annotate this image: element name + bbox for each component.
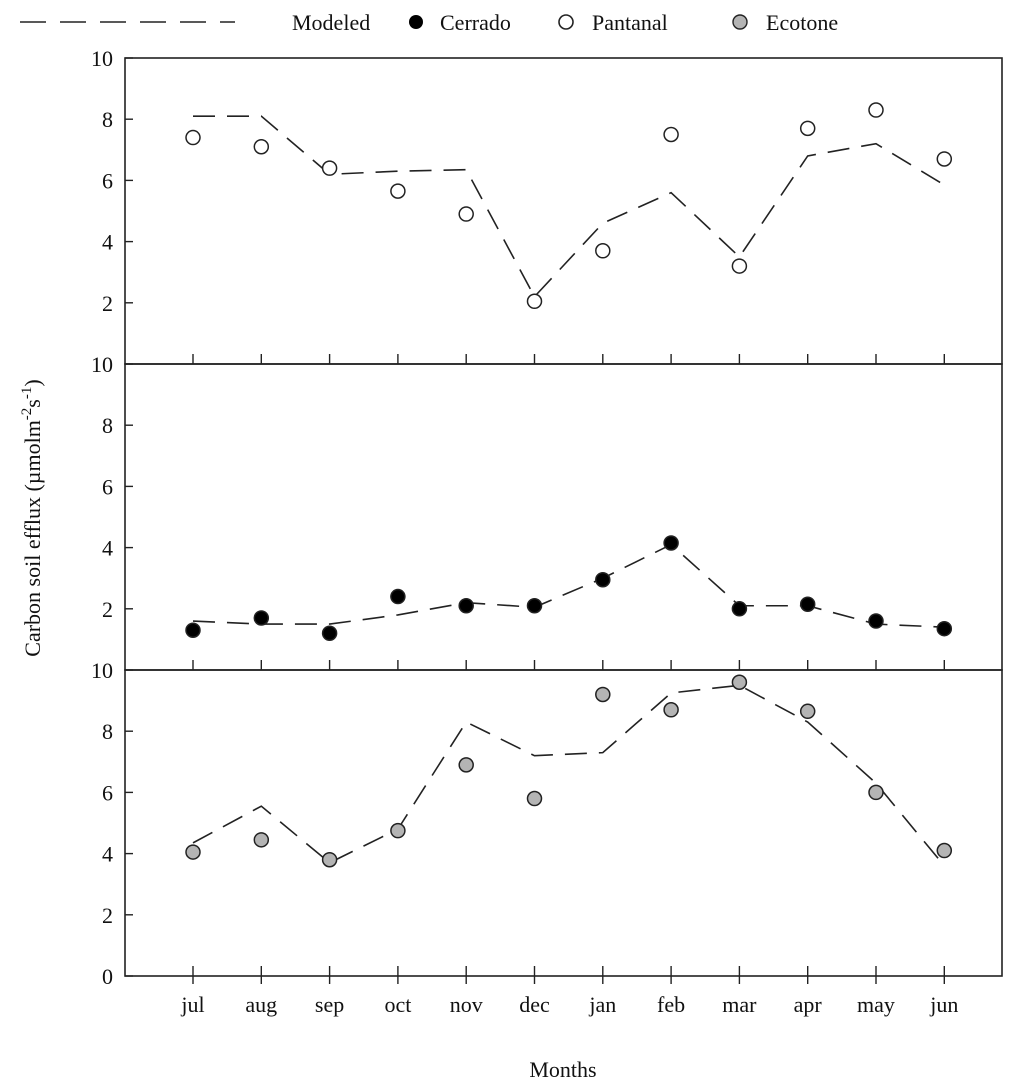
- x-tick-label: nov: [450, 992, 483, 1017]
- panel-frame: [124, 57, 1003, 365]
- x-axis-title: Months: [529, 1057, 596, 1082]
- x-tick-label: jul: [180, 992, 204, 1017]
- y-tick-label: 4: [102, 230, 113, 255]
- observed-point-pantanal-jun: [936, 151, 953, 167]
- y-tick-label: 6: [102, 168, 113, 193]
- legend-pantanal-label: Pantanal: [592, 10, 668, 35]
- observed-point-cerrado-oct: [390, 588, 406, 605]
- x-tick-label: apr: [794, 992, 823, 1017]
- y-tick-label: 0: [102, 964, 113, 989]
- y-tick-label: 6: [102, 780, 113, 805]
- y-tick-label: 4: [102, 536, 113, 561]
- legend-cerrado-label: Cerrado: [440, 10, 511, 35]
- observed-point-ecotone-sep: [321, 851, 338, 868]
- y-axis-title-mid: s: [20, 399, 45, 408]
- observed-point-cerrado-mar: [731, 601, 748, 617]
- observed-point-pantanal-mar: [731, 258, 748, 274]
- observed-point-pantanal-apr: [799, 120, 816, 137]
- observed-point-ecotone-nov: [458, 757, 474, 773]
- observed-point-cerrado-may: [868, 613, 884, 629]
- x-tick-label: jun: [929, 992, 958, 1017]
- modeled-line-ecotone: [192, 684, 945, 867]
- x-tick-label: oct: [384, 992, 411, 1017]
- observed-point-pantanal-jul: [185, 129, 201, 146]
- y-tick-label: 10: [91, 352, 113, 377]
- observed-point-cerrado-dec: [526, 597, 543, 614]
- observed-point-ecotone-dec: [526, 790, 543, 807]
- y-axis-title-sup1: -2: [19, 408, 35, 421]
- panel-ecotone: 0 2 4 6 8 10 jul aug sep oct nov dec jan feb mar apr may…: [91, 658, 1003, 1017]
- legend: Modeled Cerrado Pantanal Ecotone: [20, 10, 838, 35]
- observed-point-ecotone-apr: [799, 703, 816, 720]
- y-axis-title-sup2: -1: [19, 387, 35, 400]
- x-tick-label: feb: [657, 992, 685, 1017]
- observed-point-ecotone-aug: [253, 832, 270, 848]
- observed-point-pantanal-may: [868, 102, 884, 118]
- y-tick-label: 4: [102, 842, 113, 867]
- observed-point-pantanal-jan: [595, 243, 611, 259]
- observed-point-ecotone-feb: [663, 702, 679, 718]
- panel-cerrado: 2 4 6 8 10: [91, 352, 1003, 671]
- observed-point-cerrado-aug: [253, 610, 270, 626]
- modeled-line-cerrado: [192, 543, 945, 628]
- observed-point-pantanal-feb: [663, 126, 679, 143]
- observed-point-ecotone-mar: [731, 674, 748, 690]
- y-axis-title-end: ): [20, 379, 45, 386]
- x-tick-label: mar: [722, 992, 757, 1017]
- observed-point-cerrado-nov: [458, 597, 474, 614]
- observed-point-pantanal-dec: [526, 293, 543, 310]
- legend-modeled-label: Modeled: [292, 10, 370, 35]
- modeled-line-pantanal: [193, 115, 945, 299]
- y-tick-label: 10: [91, 46, 113, 71]
- observed-point-cerrado-jul: [185, 622, 201, 638]
- panel-pantanal: 2 4 6 8 10: [91, 46, 1003, 365]
- y-tick-label: 2: [102, 597, 113, 622]
- x-tick-label: aug: [245, 992, 277, 1017]
- observed-point-pantanal-sep: [321, 160, 338, 176]
- x-tick-label: sep: [315, 992, 344, 1017]
- y-tick-label: 2: [102, 903, 113, 928]
- x-tick-label: dec: [519, 992, 550, 1017]
- observed-point-pantanal-nov: [458, 206, 474, 222]
- observed-point-cerrado-sep: [321, 625, 338, 642]
- y-tick-label: 6: [102, 474, 113, 499]
- y-tick-label: 8: [102, 107, 113, 132]
- observed-point-cerrado-jan: [595, 571, 611, 588]
- legend-cerrado-marker: [409, 15, 423, 29]
- y-tick-label: 8: [102, 719, 113, 744]
- observed-point-pantanal-oct: [390, 183, 406, 199]
- x-tick-label: jan: [588, 992, 616, 1017]
- x-tick-label: may: [857, 992, 895, 1017]
- y-tick-label: 10: [91, 658, 113, 683]
- observed-point-cerrado-apr: [799, 596, 816, 612]
- legend-ecotone-marker: [732, 14, 748, 30]
- y-axis-title: Carbon soil efflux (µmolm-2s-1): [19, 379, 45, 656]
- observed-point-ecotone-jul: [185, 844, 201, 860]
- observed-point-ecotone-may: [868, 784, 884, 801]
- y-axis-title-main: Carbon soil efflux (µmolm: [20, 420, 45, 657]
- observed-point-ecotone-oct: [390, 822, 406, 839]
- observed-point-pantanal-aug: [253, 138, 270, 155]
- legend-pantanal-marker: [558, 14, 574, 30]
- y-tick-label: 8: [102, 413, 113, 438]
- observed-point-ecotone-jan: [595, 686, 611, 703]
- panel-frame: [124, 669, 1003, 977]
- observed-point-ecotone-jun: [936, 842, 953, 859]
- legend-ecotone-label: Ecotone: [766, 10, 838, 35]
- y-tick-label: 2: [102, 291, 113, 316]
- observed-point-cerrado-jun: [936, 620, 953, 637]
- observed-point-cerrado-feb: [663, 535, 679, 551]
